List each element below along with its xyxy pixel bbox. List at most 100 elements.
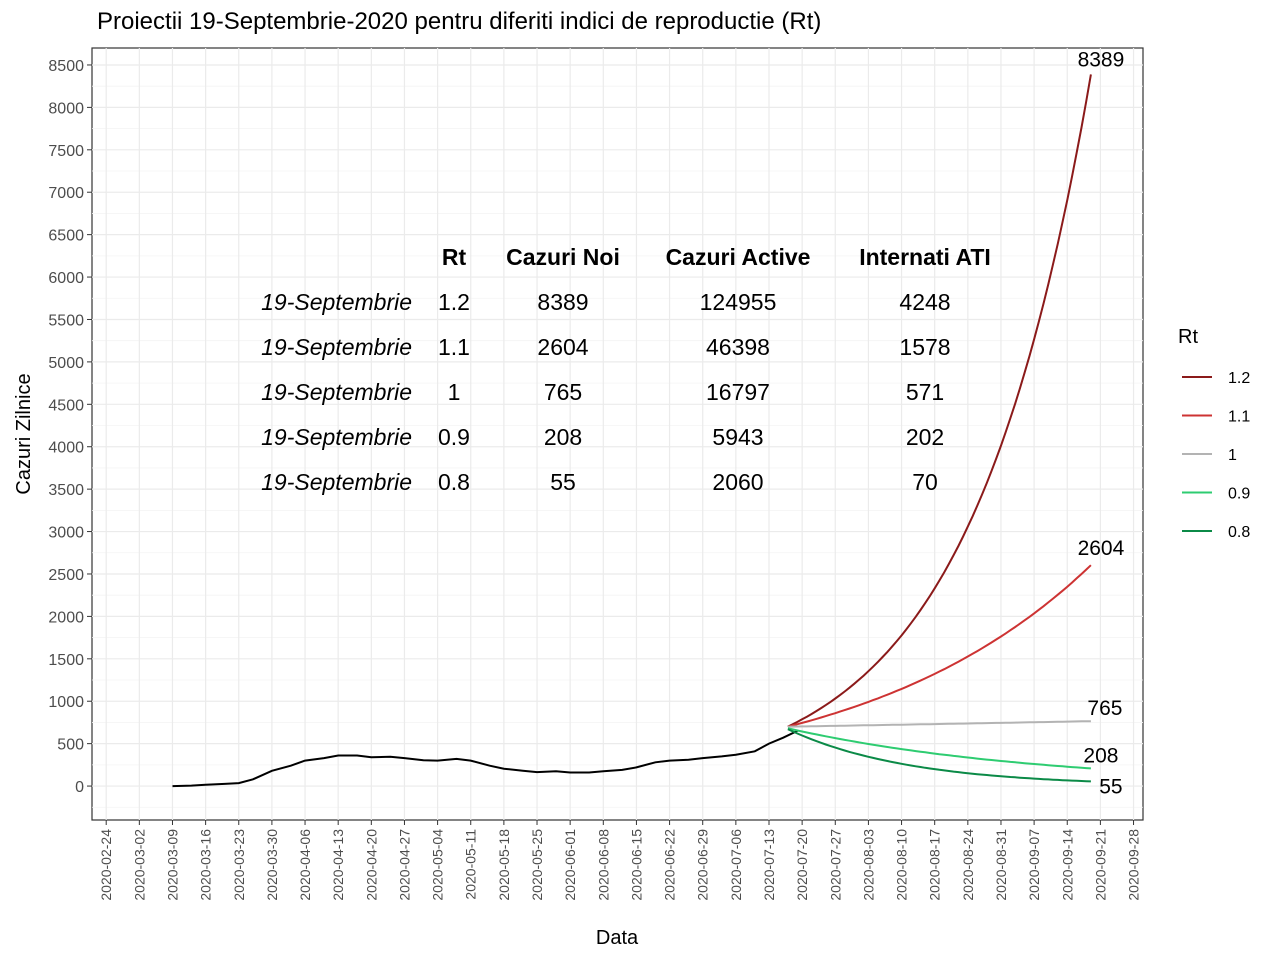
table-cell: 2604 (537, 334, 588, 360)
end-labels: 8389 2604 765 208 55 (1078, 48, 1125, 798)
table-cell: 0.9 (438, 424, 470, 450)
table-cell: 1.1 (438, 334, 470, 360)
plot-panel (91, 47, 1144, 821)
series-line-0.9 (787, 727, 1091, 770)
table-cell: 55 (550, 469, 576, 495)
historical-line (172, 729, 798, 788)
end-label: 8389 (1078, 48, 1125, 71)
table-cell: 70 (912, 469, 938, 495)
x-tick-label: 2020-05-18 (496, 829, 512, 901)
y-tick-label: 1000 (48, 694, 84, 711)
table-cell: 16797 (706, 379, 770, 405)
y-tick-label: 2000 (48, 609, 84, 626)
y-tick-label: 4000 (48, 440, 84, 457)
y-axis-title: Cazuri Zilnice (13, 373, 35, 494)
table-cell: 46398 (706, 334, 770, 360)
table-date-cell: 19-Septembrie (261, 424, 412, 450)
x-tick-label: 2020-07-06 (728, 829, 744, 901)
legend: Rt 1.2 1.1 1 0.9 0.8 (1178, 326, 1250, 541)
table-cell: 1.2 (438, 289, 470, 315)
x-tick-label: 2020-07-13 (761, 829, 777, 901)
chart-title: Proiectii 19-Septembrie-2020 pentru dife… (97, 8, 822, 35)
table-cell: 4248 (899, 289, 950, 315)
x-tick-label: 2020-05-11 (463, 829, 479, 900)
x-tick-label: 2020-09-28 (1126, 829, 1142, 901)
table-cell: 8389 (537, 289, 588, 315)
table-date-cell: 19-Septembrie (261, 379, 412, 405)
x-tick-label: 2020-08-10 (894, 829, 910, 901)
table-header: Rt (442, 244, 467, 270)
series-line-1.1 (787, 564, 1092, 728)
x-tick-label: 2020-04-13 (330, 829, 346, 901)
summary-table: Rt Cazuri Noi Cazuri Active Internati ATI 19… (261, 244, 991, 495)
y-axis: 0 500 1000 1500 2000 2500 3000 3500 4000 4500 5000… (48, 58, 92, 796)
legend-label: 1.2 (1228, 370, 1250, 387)
legend-label: 0.9 (1228, 486, 1250, 503)
table-cell: 202 (906, 424, 944, 450)
x-tick-label: 2020-05-04 (430, 829, 446, 901)
y-tick-label: 3500 (48, 482, 84, 499)
x-tick-label: 2020-07-20 (794, 829, 810, 901)
x-tick-label: 2020-07-27 (827, 829, 843, 901)
y-tick-label: 0 (75, 779, 84, 796)
table-cell: 2060 (712, 469, 763, 495)
y-tick-label: 8000 (48, 100, 84, 117)
y-tick-label: 5000 (48, 355, 84, 372)
table-date-cell: 19-Septembrie (261, 289, 412, 315)
y-tick-label: 6500 (48, 228, 84, 245)
x-tick-label: 2020-06-15 (628, 829, 644, 901)
table-cell: 208 (544, 424, 582, 450)
table-header: Internati ATI (859, 244, 991, 270)
legend-title: Rt (1178, 326, 1198, 348)
x-tick-label: 2020-09-07 (1026, 829, 1042, 901)
x-tick-label: 2020-03-09 (164, 829, 180, 901)
x-tick-label: 2020-04-20 (363, 829, 379, 901)
grid-lines (92, 48, 1143, 820)
legend-label: 1.1 (1228, 409, 1250, 426)
table-cell: 765 (544, 379, 582, 405)
y-tick-label: 6000 (48, 270, 84, 287)
x-tick-label: 2020-06-29 (695, 829, 711, 901)
y-tick-label: 500 (57, 737, 84, 754)
y-tick-label: 7500 (48, 143, 84, 160)
y-tick-label: 3000 (48, 525, 84, 542)
x-tick-label: 2020-03-02 (131, 829, 147, 901)
x-tick-label: 2020-08-31 (993, 829, 1009, 901)
legend-label: 0.8 (1228, 524, 1250, 541)
x-tick-label: 2020-05-25 (529, 829, 545, 901)
table-cell: 1578 (899, 334, 950, 360)
table-header: Cazuri Active (666, 244, 811, 270)
table-date-cell: 19-Septembrie (261, 334, 412, 360)
series-line-1 (787, 720, 1091, 728)
x-tick-label: 2020-09-21 (1092, 829, 1108, 901)
table-cell: 124955 (700, 289, 777, 315)
x-tick-label: 2020-04-06 (297, 829, 313, 901)
series-line-1.2 (787, 74, 1092, 728)
end-label: 765 (1087, 697, 1122, 720)
x-tick-label: 2020-09-14 (1059, 829, 1075, 901)
x-tick-label: 2020-03-16 (198, 829, 214, 901)
table-cell: 571 (906, 379, 944, 405)
x-tick-label: 2020-06-01 (562, 829, 578, 901)
y-tick-label: 1500 (48, 652, 84, 669)
legend-label: 1 (1228, 447, 1237, 464)
y-tick-label: 4500 (48, 397, 84, 414)
end-label: 208 (1083, 744, 1118, 767)
y-tick-label: 8500 (48, 58, 84, 75)
series-lines (172, 74, 1092, 788)
table-cell: 0.8 (438, 469, 470, 495)
table-header: Cazuri Noi (506, 244, 620, 270)
end-label: 55 (1099, 775, 1122, 798)
x-tick-label: 2020-08-17 (927, 829, 943, 901)
x-axis-title: Data (596, 927, 639, 949)
x-tick-label: 2020-04-27 (396, 829, 412, 901)
x-tick-label: 2020-08-24 (960, 829, 976, 901)
end-label: 2604 (1078, 537, 1125, 560)
x-tick-label: 2020-03-30 (264, 829, 280, 901)
x-tick-label: 2020-06-22 (662, 829, 678, 901)
table-cell: 5943 (712, 424, 763, 450)
x-tick-label: 2020-03-23 (231, 829, 247, 901)
table-cell: 1 (448, 379, 461, 405)
y-tick-label: 5500 (48, 312, 84, 329)
